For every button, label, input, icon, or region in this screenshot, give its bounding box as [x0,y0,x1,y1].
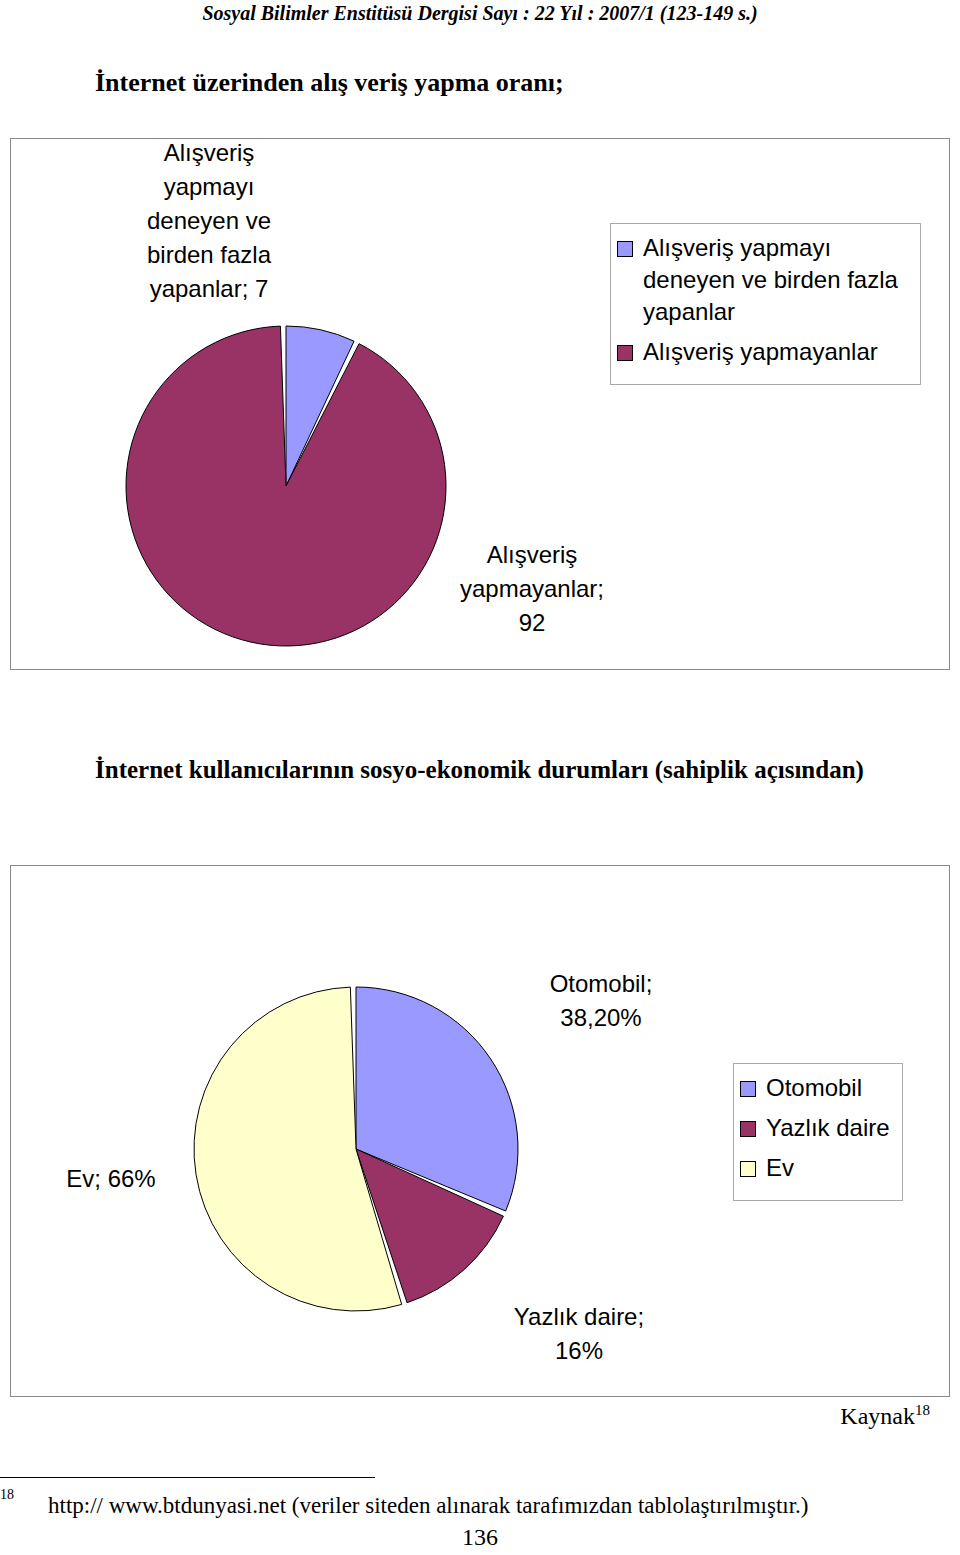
html-text:Alışveriş yapmayı deneyen ve b: Alışveriş yapmayı deneyen ve birden fazl… [643,234,898,325]
html-text:Ev: Ev [766,1154,794,1181]
svg-text:Alışverişyapmayanlar;92: Alışverişyapmayanlar;92 [460,541,604,636]
html-text:136: 136 [462,1524,498,1550]
html-text:Yazlık daire: Yazlık daire [766,1114,890,1141]
html-text:Kaynak18: Kaynak18 [840,1402,930,1429]
html-text:Alışveriş yapmayanlar: Alışveriş yapmayanlar [643,338,878,365]
svg-text:Ev; 66%: Ev; 66% [66,1165,155,1192]
svg-text:Yazlık daire;16%: Yazlık daire;16% [514,1303,644,1364]
html-text:Otomobil: Otomobil [766,1074,862,1101]
html-text:İnternet kullanıcılarının sosy: İnternet kullanıcılarının sosyo-ekonomik… [95,756,864,783]
html-text:18: 18 [0,1487,14,1502]
html-text:İnternet üzerinden alış veriş: İnternet üzerinden alış veriş yapma oran… [95,68,564,97]
html-text:http:// www.btdunyasi.net (ver: http:// www.btdunyasi.net (veriler sited… [48,1493,809,1518]
svg-text:Otomobil;38,20%: Otomobil;38,20% [550,970,653,1031]
html-text:Sosyal Bilimler Enstitüsü Derg: Sosyal Bilimler Enstitüsü Dergisi Sayı :… [202,2,758,24]
svg-text:Alışverişyapmayıdeneyen vebird: Alışverişyapmayıdeneyen vebirden fazlaya… [147,139,272,302]
